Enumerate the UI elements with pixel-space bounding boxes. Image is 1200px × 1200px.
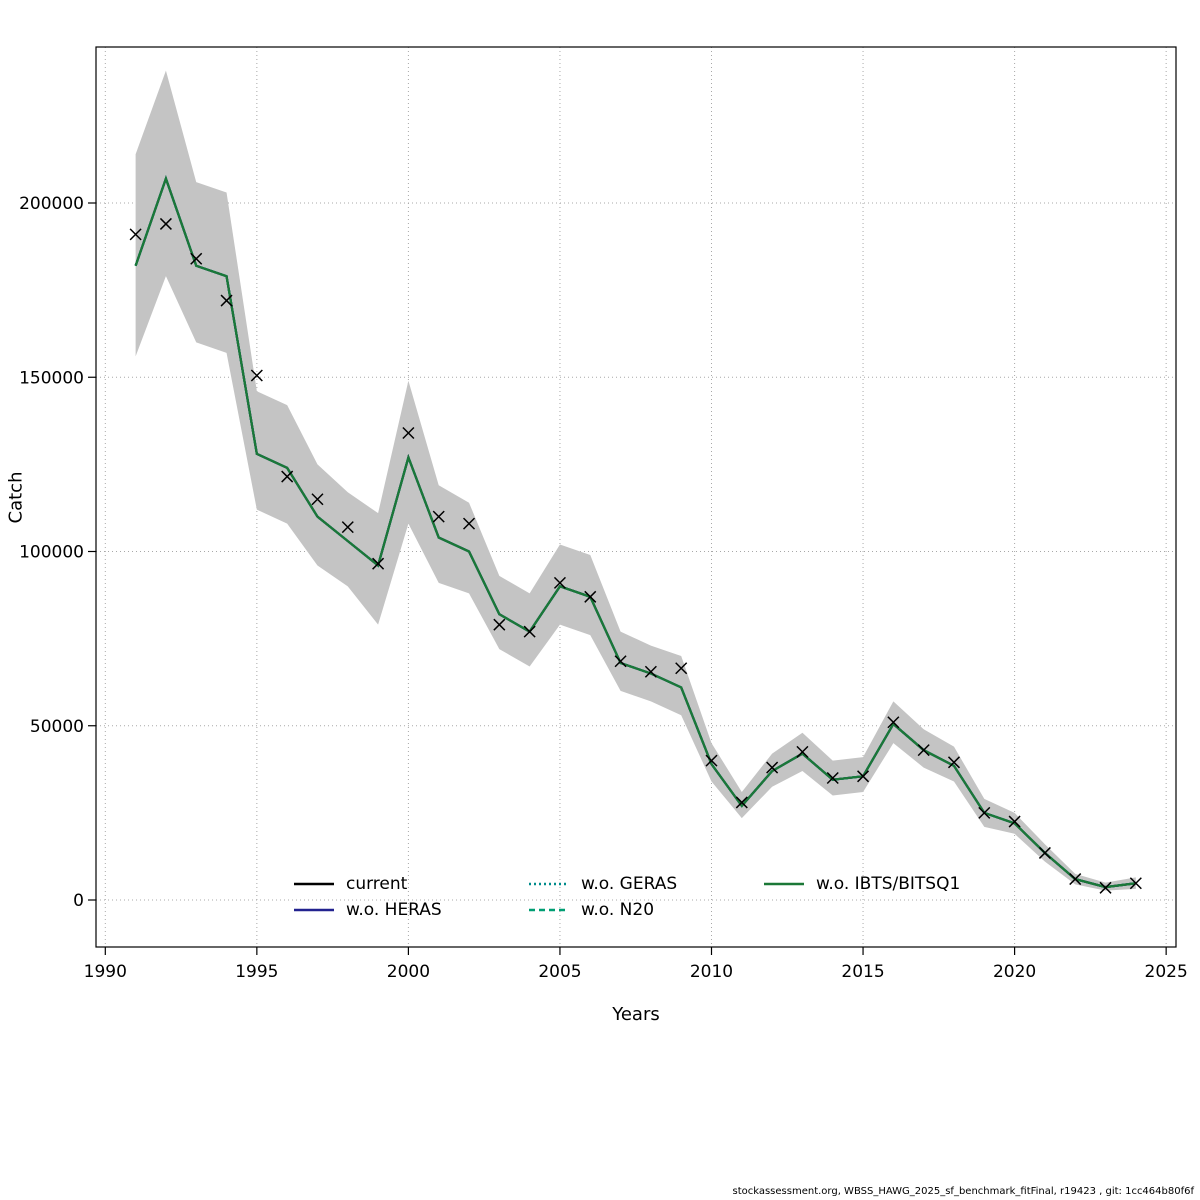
legend-line-sample-wo-n20	[529, 908, 569, 912]
svg-text:2005: 2005	[538, 962, 581, 982]
legend-label-wo-geras: w.o. GERAS	[581, 874, 678, 894]
legend-label-current: current	[346, 874, 408, 894]
catch-line-chart: 1990 1995 2000 2005 2010 2015 2020 2025 0 50000 10…	[19, 46, 1188, 982]
svg-text:2020: 2020	[993, 962, 1036, 982]
legend-line-sample-wo-geras	[529, 882, 569, 886]
legend-line-sample-wo-heras	[294, 908, 334, 912]
legend-line-sample-current	[294, 882, 334, 886]
confidence-band	[135, 70, 1136, 891]
legend-label-wo-ibts-bitsq1: w.o. IBTS/BITSQ1	[816, 874, 961, 894]
svg-text:1995: 1995	[235, 962, 278, 982]
legend-entry-wo-geras: w.o. GERAS	[528, 873, 677, 895]
svg-text:50000: 50000	[30, 717, 84, 737]
source-citation: stockassessment.org, WBSS_HAWG_2025_sf_b…	[732, 1186, 1194, 1197]
svg-text:100000: 100000	[19, 543, 84, 563]
legend-entry-wo-heras: w.o. HERAS	[293, 899, 442, 921]
legend-label-wo-n20: w.o. N20	[581, 900, 655, 920]
svg-text:2015: 2015	[841, 962, 884, 982]
legend-label-wo-heras: w.o. HERAS	[346, 900, 442, 920]
legend-line-sample-wo-ibts-bitsq1	[764, 882, 804, 886]
svg-text:2010: 2010	[690, 962, 733, 982]
svg-text:150000: 150000	[19, 368, 84, 388]
y-axis-title: Catch	[5, 471, 27, 524]
svg-text:1990: 1990	[84, 962, 127, 982]
legend-entry-current: current	[293, 873, 407, 895]
legend-entry-wo-n20: w.o. N20	[528, 899, 654, 921]
x-axis-title: Years	[612, 1004, 660, 1025]
svg-text:0: 0	[73, 891, 84, 911]
svg-text:2000: 2000	[387, 962, 430, 982]
svg-text:200000: 200000	[19, 194, 84, 214]
svg-text:2025: 2025	[1145, 962, 1188, 982]
legend-entry-wo-ibts-bitsq1: w.o. IBTS/BITSQ1	[763, 873, 960, 895]
